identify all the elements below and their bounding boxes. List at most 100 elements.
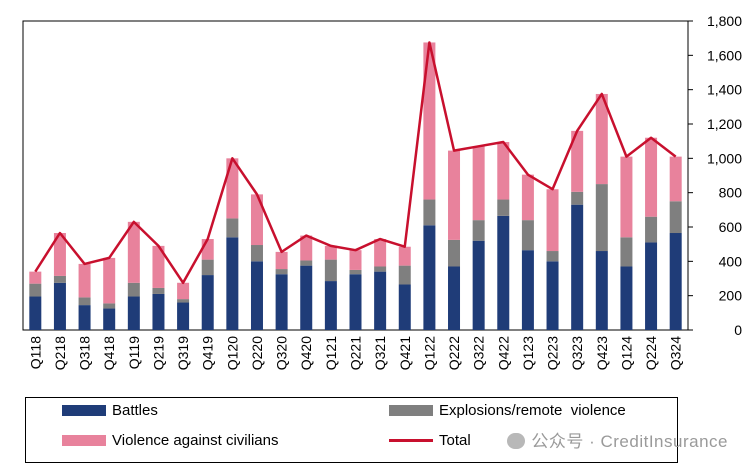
legend-item-battles: Battles [62,402,158,419]
x-tick-label-Q322: Q322 [471,336,487,370]
x-tick-label-Q422: Q422 [495,336,511,370]
bar-explosions-Q223 [546,251,559,262]
bar-violence-Q218 [53,233,66,276]
x-tick-label-Q222: Q222 [446,336,462,370]
x-tick-label-Q321: Q321 [372,336,388,370]
chart-canvas: 0 200 400 600 800 1,000 1,200 1,400 1,600 1,800 Q… [22,13,742,370]
watermark: 公众号 · CreditInsurance [507,427,728,452]
x-tick-label-Q124: Q124 [618,336,634,370]
bar-violence-Q324 [669,156,682,202]
legend-label-total: Total [439,432,471,449]
y-tick-label-1000: 1,000 [707,150,742,166]
bar-battles-Q118 [29,296,42,330]
bar-battles-Q420 [300,265,313,331]
bar-violence-Q223 [546,189,559,252]
bar-explosions-Q222 [448,239,461,267]
y-tick-label-1600: 1,600 [707,47,742,63]
y-axis-ticks: 0 200 400 600 800 1,000 1,200 1,400 1,600 1,800 [688,13,742,338]
bar-violence-Q423 [595,93,608,185]
bar-explosions-Q119 [127,282,140,297]
bar-battles-Q320 [275,274,288,330]
x-axis-ticks: Q118 Q218 Q318 Q418 Q119 Q219 Q319 Q419 Q120 Q220… [27,336,683,370]
x-tick-label-Q224: Q224 [643,336,659,370]
bar-violence-Q420 [300,235,313,261]
bar-explosions-Q423 [595,184,608,252]
y-tick-label-800: 800 [719,185,743,201]
bar-violence-Q118 [29,271,42,284]
legend-label-explosions: Explosions/remote violence [439,402,626,419]
x-tick-label-Q120: Q120 [224,336,240,370]
bar-battles-Q318 [78,305,91,330]
y-tick-label-0: 0 [734,322,742,338]
bar-battles-Q319 [177,302,190,330]
total-line-group [34,41,677,285]
bar-battles-Q121 [324,281,337,330]
y-tick-label-200: 200 [719,288,743,304]
bar-violence-Q419 [201,239,214,260]
bar-violence-Q321 [374,239,387,267]
x-tick-label-Q122: Q122 [421,336,437,370]
y-tick-label-1800: 1,800 [707,13,742,29]
bar-violence-Q320 [275,251,288,270]
bar-explosions-Q324 [669,201,682,234]
bar-battles-Q119 [127,296,140,330]
bar-violence-Q222 [448,150,461,240]
bar-battles-Q123 [521,250,534,330]
bar-battles-Q218 [53,282,66,330]
wechat-icon [507,433,526,449]
bar-battles-Q421 [398,284,411,330]
bar-explosions-Q320 [275,269,288,275]
bar-explosions-Q123 [521,220,534,251]
bar-battles-Q422 [497,215,510,330]
bar-explosions-Q221 [349,269,362,275]
bar-violence-Q119 [127,221,140,283]
bar-violence-Q322 [472,146,485,221]
bar-battles-Q423 [595,251,608,330]
x-tick-label-Q423: Q423 [594,336,610,370]
bar-explosions-Q421 [398,265,411,285]
bar-explosions-Q319 [177,299,190,303]
legend-swatch-violence [62,435,106,446]
x-tick-label-Q420: Q420 [298,336,314,370]
bar-battles-Q219 [152,293,165,330]
bar-explosions-Q419 [201,259,214,276]
bar-battles-Q220 [250,261,263,330]
bar-violence-Q123 [521,174,534,221]
legend-item-violence: Violence against civilians [62,432,279,449]
bar-battles-Q124 [620,266,633,330]
x-tick-label-Q121: Q121 [323,336,339,370]
bar-explosions-Q422 [497,199,510,216]
bar-battles-Q223 [546,261,559,330]
legend-label-battles: Battles [112,402,158,419]
bar-battles-Q122 [423,225,436,330]
bar-violence-Q220 [250,194,263,246]
bar-violence-Q221 [349,250,362,270]
bar-battles-Q120 [226,237,239,330]
total-line [34,41,677,285]
bar-violence-Q224 [645,137,658,217]
bar-battles-Q419 [201,275,214,330]
x-tick-label-Q219: Q219 [150,336,166,370]
bar-violence-Q421 [398,246,411,266]
x-tick-label-Q421: Q421 [397,336,413,370]
bar-explosions-Q318 [78,297,91,306]
bar-violence-Q323 [571,130,584,192]
bar-explosions-Q420 [300,260,313,266]
watermark-text: 公众号 · CreditInsurance [531,432,728,451]
bar-battles-Q321 [374,271,387,330]
bars-group [29,42,682,331]
x-tick-label-Q324: Q324 [668,336,684,370]
bar-explosions-Q219 [152,287,165,294]
x-tick-label-Q318: Q318 [77,336,93,370]
y-tick-label-1200: 1,200 [707,116,742,132]
legend-swatch-total [389,439,433,442]
legend-swatch-explosions [389,405,433,416]
x-tick-label-Q221: Q221 [348,336,364,370]
bar-violence-Q422 [497,142,510,200]
bar-battles-Q222 [448,266,461,330]
bar-violence-Q122 [423,42,436,200]
bar-battles-Q322 [472,240,485,330]
bar-violence-Q219 [152,245,165,288]
legend: Battles Explosions/remote violence Viole… [25,397,678,463]
bar-explosions-Q322 [472,220,485,241]
